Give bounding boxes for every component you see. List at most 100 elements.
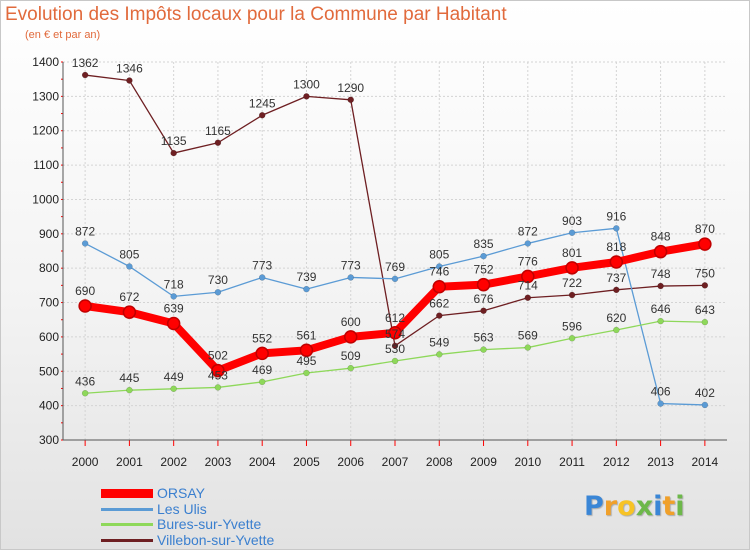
logo-letter: x [635, 491, 654, 522]
data-point-les-ulis [170, 293, 177, 300]
data-label-orsay: 746 [429, 265, 449, 279]
data-label-bures-sur-yvette: 549 [429, 335, 449, 349]
chart-title: Evolution des Impôts locaux pour la Comm… [5, 4, 507, 25]
data-point-villebon-sur-yvette [81, 71, 89, 79]
data-label-orsay: 776 [518, 254, 538, 268]
data-point-orsay [653, 244, 668, 259]
logo-letter: r [603, 491, 618, 522]
data-point-bures-sur-yvette [613, 326, 620, 334]
data-label-orsay: 690 [75, 284, 95, 298]
data-point-bures-sur-yvette [657, 317, 664, 325]
legend-item: Les Ulis [101, 501, 361, 518]
y-tick-label: 400 [39, 399, 59, 413]
x-tick-label: 2001 [116, 455, 143, 469]
x-tick-label: 2006 [337, 455, 364, 469]
data-point-orsay [166, 316, 181, 331]
data-point-villebon-sur-yvette [613, 286, 620, 294]
data-point-villebon-sur-yvette [524, 294, 532, 301]
x-tick-label: 2000 [72, 455, 99, 469]
data-point-orsay [521, 269, 535, 284]
data-point-orsay [211, 363, 225, 378]
data-label-villebon-sur-yvette: 676 [474, 292, 494, 306]
y-tick-label: 1300 [32, 89, 59, 103]
data-point-orsay [698, 237, 712, 251]
series-orsay [78, 237, 712, 378]
data-point-les-ulis [303, 285, 310, 293]
data-label-villebon-sur-yvette: 737 [606, 271, 626, 285]
data-label-villebon-sur-yvette: 750 [695, 266, 715, 280]
data-label-orsay: 848 [651, 230, 671, 244]
data-label-villebon-sur-yvette: 662 [429, 297, 449, 311]
data-label-orsay: 672 [119, 290, 139, 304]
data-label-les-ulis: 769 [385, 260, 405, 274]
data-label-bures-sur-yvette: 620 [606, 311, 626, 325]
data-label-villebon-sur-yvette: 574 [385, 327, 405, 341]
x-tick-label: 2009 [470, 455, 497, 469]
data-point-villebon-sur-yvette [701, 282, 709, 289]
data-point-les-ulis [214, 288, 222, 296]
data-point-bures-sur-yvette [126, 386, 133, 394]
data-label-les-ulis: 406 [651, 385, 671, 399]
y-tick-label: 600 [39, 330, 59, 344]
data-point-villebon-sur-yvette [391, 342, 399, 350]
legend-item: ORSAY [101, 486, 361, 502]
chart-subtitle: (en € et par an) [25, 29, 101, 41]
data-point-les-ulis [81, 240, 89, 247]
data-label-villebon-sur-yvette: 1290 [337, 81, 364, 95]
data-label-villebon-sur-yvette: 1165 [205, 124, 231, 138]
legend-item: Bures-sur-Yvette [101, 517, 361, 533]
legend-swatch [101, 489, 153, 498]
legend-label: Bures-sur-Yvette [157, 516, 262, 532]
data-label-les-ulis: 739 [296, 270, 316, 284]
data-point-orsay [343, 330, 358, 344]
data-label-bures-sur-yvette: 469 [252, 363, 272, 377]
x-tick-label: 2004 [249, 455, 276, 469]
data-label-bures-sur-yvette: 563 [474, 331, 494, 345]
data-label-villebon-sur-yvette: 1135 [161, 134, 187, 148]
data-label-les-ulis: 835 [474, 237, 494, 251]
data-label-bures-sur-yvette: 530 [385, 342, 405, 356]
data-point-villebon-sur-yvette [657, 282, 664, 290]
data-label-bures-sur-yvette: 509 [341, 349, 361, 363]
y-tick-label: 1200 [32, 124, 59, 138]
data-label-les-ulis: 903 [562, 214, 582, 228]
x-tick-label: 2013 [647, 455, 674, 469]
data-point-orsay [78, 299, 92, 313]
data-label-orsay: 502 [208, 349, 228, 363]
x-tick-label: 2005 [293, 455, 320, 469]
legend-swatch [101, 523, 153, 526]
data-point-villebon-sur-yvette [214, 139, 222, 147]
axes: 300 400 500 600 700 800 900 1000 1100 1200 1300 140… [32, 55, 727, 469]
data-label-bures-sur-yvette: 646 [651, 302, 671, 316]
data-point-bures-sur-yvette [214, 384, 222, 391]
data-point-bures-sur-yvette [436, 351, 443, 358]
data-label-bures-sur-yvette: 569 [518, 329, 538, 343]
logo-letter: i [675, 491, 685, 522]
legend: ORSAY Les Ulis Bures-sur-Yvette Villebon-su… [101, 486, 361, 548]
data-point-orsay [255, 346, 269, 361]
y-tick-label: 1400 [32, 55, 59, 69]
y-tick-label: 1100 [33, 158, 59, 172]
series-bures-sur-yvette [81, 317, 709, 397]
x-tick-label: 2008 [426, 455, 453, 469]
data-point-bures-sur-yvette [303, 369, 310, 377]
data-point-bures-sur-yvette [568, 335, 576, 342]
data-label-villebon-sur-yvette: 748 [651, 267, 671, 281]
data-point-orsay [122, 305, 137, 319]
data-label-villebon-sur-yvette: 1245 [249, 96, 276, 110]
data-point-orsay [609, 255, 624, 269]
data-label-les-ulis: 730 [208, 273, 228, 287]
data-label-les-ulis: 872 [518, 224, 538, 238]
data-point-villebon-sur-yvette [347, 96, 354, 104]
x-tick-label: 2002 [160, 455, 187, 469]
data-label-orsay: 639 [164, 302, 184, 316]
x-tick-label: 2003 [205, 455, 232, 469]
data-point-orsay [476, 277, 491, 292]
logo-letter: i [653, 491, 663, 522]
data-point-villebon-sur-yvette [126, 77, 133, 84]
data-point-villebon-sur-yvette [568, 291, 576, 299]
data-point-les-ulis [657, 400, 664, 407]
legend-swatch [101, 538, 153, 542]
data-point-bures-sur-yvette [391, 357, 399, 365]
y-tick-label: 1000 [32, 192, 59, 206]
